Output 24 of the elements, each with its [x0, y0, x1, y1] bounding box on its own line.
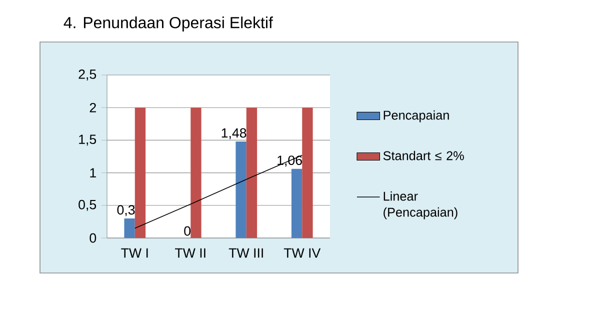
- bar: [246, 108, 258, 238]
- bar: [291, 168, 302, 238]
- data-label: 1,48: [222, 128, 246, 140]
- x-tick-label: TW IV: [284, 248, 321, 258]
- x-tick-label: TW II: [175, 248, 206, 258]
- bar: [190, 108, 202, 238]
- legend-label: Linear (Pencapaian): [384, 191, 458, 220]
- bar: [134, 108, 146, 238]
- legend-label: Standart ≤ 2%: [383, 150, 464, 160]
- y-tick-label: 1: [90, 168, 96, 178]
- y-tick-label: 2,5: [78, 70, 96, 81]
- bar: [236, 142, 246, 238]
- x-tick-label: TW I: [121, 248, 148, 258]
- bar: [302, 108, 313, 238]
- y-tick-label: 2: [90, 102, 96, 112]
- chart-title: 4. Penundaan Operasi Elektif: [64, 16, 273, 32]
- bar: [124, 218, 135, 238]
- y-tick-label: 0,5: [78, 200, 96, 211]
- data-label: 0,3: [117, 205, 135, 216]
- y-tick-label: 0: [90, 233, 96, 243]
- legend-label: Pencapaian: [384, 110, 449, 122]
- data-label: 0: [184, 226, 191, 236]
- y-tick-label: 1,5: [79, 134, 96, 146]
- x-tick-label: TW III: [228, 248, 263, 258]
